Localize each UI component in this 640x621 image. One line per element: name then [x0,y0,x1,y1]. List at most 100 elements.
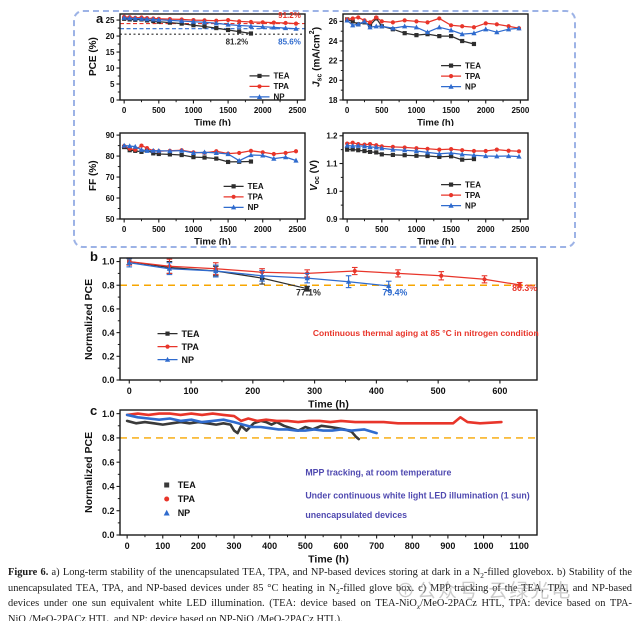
svg-text:85.6%: 85.6% [278,38,301,47]
plot-svg: 0 500 1000 1500 2000 2500 0 5 10 15 20 25 Time (h) TE… [106,11,307,128]
svg-text:1.2: 1.2 [326,132,338,141]
panel-label-c: c [90,403,98,418]
figure-caption: Figure 6. a) Long-term stability of the … [8,567,632,621]
svg-text:TPA: TPA [274,82,290,91]
svg-text:0: 0 [127,386,132,396]
svg-text:700: 700 [369,541,384,551]
panel-a-dashed-border [73,10,576,248]
svg-text:TEA: TEA [274,72,290,81]
svg-text:2000: 2000 [477,106,495,115]
series-TEA [345,147,477,162]
svg-text:0.0: 0.0 [102,530,115,540]
svg-text:Time (h): Time (h) [194,237,231,246]
svg-text:TPA: TPA [178,494,196,504]
svg-text:NP: NP [178,508,191,518]
svg-text:2000: 2000 [254,106,272,115]
svg-text:1.1: 1.1 [326,159,338,168]
svg-text:20: 20 [106,32,115,41]
svg-text:2500: 2500 [288,225,306,234]
plot-svg: 0 500 1000 1500 2000 2500 0.9 1.0 1.1 1.2 Time (h)… [326,132,529,248]
svg-text:1000: 1000 [408,225,426,234]
y-axis-label-pce: PCE (%) [88,37,99,77]
svg-text:0.6: 0.6 [102,457,115,467]
svg-text:1500: 1500 [442,225,460,234]
svg-text:0: 0 [122,225,127,234]
series-NP [344,142,522,159]
svg-text:70: 70 [106,173,115,182]
svg-text:1000: 1000 [185,225,203,234]
svg-text:80.3%: 80.3% [512,283,537,293]
chart-mpp-tracking: 0 100 200 300 400 500 600 700 800 900 1000 1100 0.0 0… [80,404,558,571]
svg-text:2500: 2500 [288,106,306,115]
svg-text:Continuous thermal aging at 85: Continuous thermal aging at 85 °C in nit… [313,328,539,338]
svg-text:15: 15 [106,48,115,57]
svg-text:2000: 2000 [254,225,272,234]
svg-text:91.2%: 91.2% [278,11,301,20]
svg-text:1500: 1500 [442,106,460,115]
svg-text:Time (h): Time (h) [308,399,349,411]
plot-svg: 0 100 200 300 400 500 600 0.0 0.2 0.4 0.6 0.8 1.0 Tim… [102,257,539,411]
svg-text:0: 0 [345,106,350,115]
svg-text:81.2%: 81.2% [226,38,249,47]
svg-text:0: 0 [345,225,350,234]
chart-voc-vs-time: 0 500 1000 1500 2000 2500 0.9 1.0 1.1 1.2 Time (h)… [305,127,545,250]
svg-text:50: 50 [106,215,115,224]
svg-text:20: 20 [329,76,338,85]
svg-text:1.0: 1.0 [326,187,338,196]
svg-text:400: 400 [369,386,384,396]
svg-text:500: 500 [375,225,389,234]
chart-ff-vs-time: 0 500 1000 1500 2000 2500 50 60 70 80 90 Time (h) TE… [82,127,322,250]
svg-text:900: 900 [440,541,455,551]
svg-text:0.0: 0.0 [102,375,115,385]
plot-svg: 0 100 200 300 400 500 600 700 800 900 1000 1100 0.0 0… [102,409,538,566]
svg-text:0.2: 0.2 [102,351,115,361]
svg-text:Time (h): Time (h) [194,118,231,127]
svg-text:TPA: TPA [182,342,200,352]
svg-text:1100: 1100 [509,541,529,551]
svg-text:5: 5 [110,80,115,89]
svg-text:600: 600 [492,386,507,396]
svg-text:NP: NP [182,355,195,365]
svg-text:500: 500 [375,106,389,115]
svg-text:TEA: TEA [465,180,481,189]
svg-text:90: 90 [106,131,115,140]
svg-text:100: 100 [184,386,199,396]
svg-text:TEA: TEA [465,61,481,70]
series-NP [121,15,299,31]
svg-text:Time (h): Time (h) [417,118,454,127]
svg-text:0.4: 0.4 [102,482,115,492]
chart-thermal-aging: 0 100 200 300 400 500 600 0.0 0.2 0.4 0.6 0.8 1.0 Tim… [80,252,558,417]
svg-text:300: 300 [227,541,242,551]
svg-text:TPA: TPA [465,72,481,81]
panel-label-b: b [90,249,98,264]
svg-text:22: 22 [329,56,338,65]
svg-text:800: 800 [405,541,420,551]
svg-text:18: 18 [329,96,338,105]
svg-text:TPA: TPA [465,191,481,200]
svg-text:300: 300 [307,386,322,396]
svg-text:TEA: TEA [182,329,201,339]
svg-text:79.4%: 79.4% [382,287,407,297]
svg-text:TEA: TEA [248,182,264,191]
series-TPA [126,257,523,288]
svg-text:0: 0 [122,106,127,115]
series-NP [126,258,392,292]
svg-text:2000: 2000 [477,225,495,234]
svg-text:500: 500 [152,225,166,234]
svg-text:1000: 1000 [474,541,494,551]
svg-text:MPP tracking, at room temperat: MPP tracking, at room temperature [305,468,451,478]
svg-text:unencapsulated devices: unencapsulated devices [305,510,407,520]
svg-text:0: 0 [110,96,115,105]
chart-jsc-vs-time: 0 500 1000 1500 2000 2500 18 20 22 24 26 Time (h) TE… [305,8,545,131]
plot-svg: 0 500 1000 1500 2000 2500 18 20 22 24 26 Time (h) TE… [329,13,530,129]
svg-text:500: 500 [152,106,166,115]
y-axis-label-normalized-pce-b: Normalized PCE [83,278,95,360]
svg-text:60: 60 [106,194,115,203]
svg-text:0.9: 0.9 [326,215,338,224]
svg-text:Time (h): Time (h) [308,554,349,566]
chart-pce-vs-time: 0 500 1000 1500 2000 2500 0 5 10 15 20 25 Time (h) TE… [82,8,322,131]
